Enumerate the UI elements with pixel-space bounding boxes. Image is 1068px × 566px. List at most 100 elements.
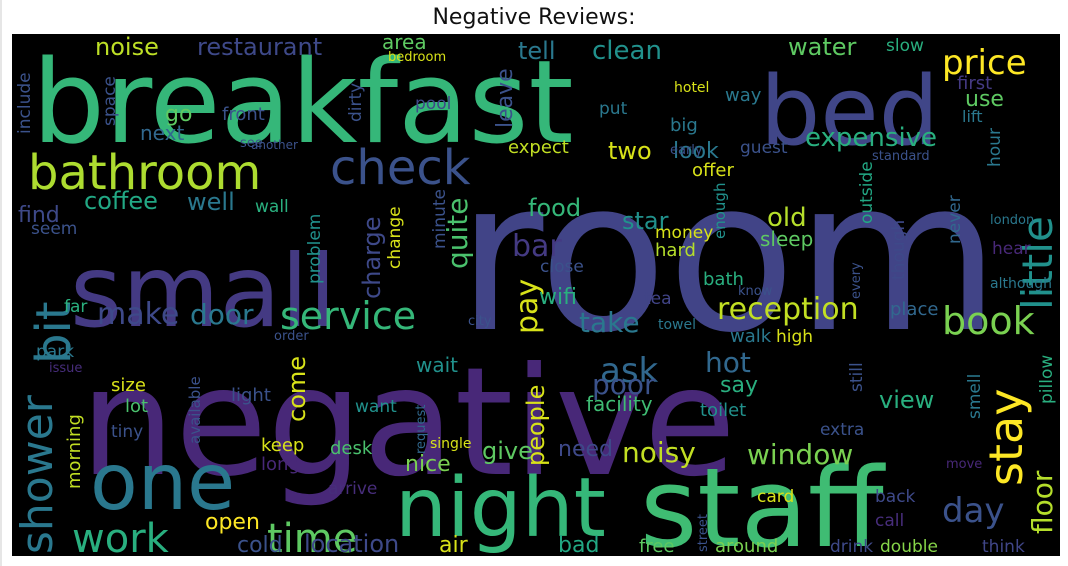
word-place: place — [890, 299, 938, 320]
word-hard: hard — [655, 240, 696, 261]
word-quite: quite — [441, 197, 474, 269]
word-keep: keep — [261, 435, 304, 456]
word-extra: extra — [820, 420, 864, 440]
word-street: street — [696, 514, 711, 552]
word-see: see — [240, 136, 263, 151]
word-size: size — [111, 375, 146, 396]
word-reception: reception — [717, 292, 859, 327]
word-move: move — [946, 457, 982, 472]
word-know: know — [738, 284, 773, 299]
cell-edge — [0, 0, 2, 566]
word-enough: enough — [711, 183, 729, 239]
word-location: location — [304, 530, 399, 556]
word-problem: problem — [305, 214, 325, 284]
word-close: close — [540, 257, 584, 277]
word-think: think — [982, 537, 1025, 556]
word-charge: charge — [358, 216, 386, 299]
word-london: london — [990, 213, 1034, 228]
word-room: room — [457, 134, 1000, 379]
word-use: use — [965, 87, 1004, 112]
word-big: big — [670, 115, 698, 136]
word-sleep: sleep — [760, 227, 813, 251]
word-say: say — [720, 373, 758, 398]
word-check: check — [330, 140, 471, 196]
word-water: water — [788, 34, 857, 61]
word-facility: facility — [586, 392, 653, 416]
word-tell: tell — [518, 37, 556, 65]
word-front: front — [222, 104, 265, 125]
word-pool: pool — [415, 94, 451, 114]
word-hot: hot — [705, 346, 751, 379]
word-free: free — [639, 536, 675, 556]
word-space: space — [100, 76, 120, 126]
word-noise: noise — [95, 34, 159, 61]
word-back: back — [875, 487, 916, 507]
word-little: little — [1013, 216, 1060, 310]
word-book: book — [942, 299, 1035, 343]
word-include: include — [15, 72, 35, 134]
word-poor: poor — [592, 368, 656, 401]
word-seem: seem — [31, 219, 77, 239]
word-bed: bed — [760, 57, 939, 167]
word-towel: towel — [658, 317, 696, 333]
word-issue: issue — [49, 361, 82, 376]
word-drink: drink — [830, 537, 873, 556]
word-call: call — [875, 511, 904, 531]
word-hotel: hotel — [674, 80, 709, 96]
word-city: city — [468, 314, 492, 329]
word-early: early — [670, 143, 703, 158]
word-though: though — [889, 220, 909, 280]
word-first: first — [957, 73, 992, 94]
word-cold: cold — [237, 533, 283, 556]
word-change: change — [385, 206, 405, 269]
word-nice: nice — [405, 452, 451, 477]
word-park: park — [36, 342, 74, 362]
word-although: although — [990, 276, 1052, 292]
word-tea: tea — [644, 289, 672, 309]
word-wifi: wifi — [539, 285, 577, 310]
word-old: old — [767, 203, 807, 233]
word-never: never — [945, 195, 965, 244]
word-time: time — [267, 516, 357, 556]
word-toilet: toilet — [700, 400, 746, 421]
word-take: take — [579, 306, 640, 339]
word-wait: wait — [416, 353, 458, 377]
word-far: far — [64, 297, 87, 317]
word-night: night — [395, 461, 606, 556]
word-long: long — [261, 454, 300, 475]
word-hear: hear — [992, 239, 1031, 259]
word-put: put — [599, 99, 628, 119]
word-clean: clean — [592, 36, 662, 66]
word-card: card — [757, 487, 794, 507]
word-need: need — [558, 437, 613, 462]
word-double: double — [880, 537, 938, 556]
word-guest: guest — [740, 138, 788, 158]
word-pay: pay — [510, 279, 545, 334]
word-two: two — [608, 137, 652, 165]
word-bathroom: bathroom — [28, 145, 261, 201]
word-one: one — [90, 438, 235, 528]
word-next: next — [140, 121, 184, 145]
word-outside: outside — [857, 161, 877, 224]
word-offer: offer — [692, 160, 734, 181]
word-lift: lift — [962, 107, 983, 126]
word-morning: morning — [64, 414, 85, 489]
word-pillow: pillow — [1037, 355, 1057, 404]
word-bar: bar — [512, 229, 562, 264]
word-bath: bath — [703, 269, 744, 290]
word-single: single — [430, 436, 471, 452]
word-wall: wall — [255, 197, 289, 217]
word-order: order — [274, 329, 309, 344]
word-food: food — [528, 194, 581, 222]
word-restaurant: restaurant — [197, 34, 322, 61]
figure-title: Negative Reviews: — [432, 5, 636, 30]
word-hour: hour — [985, 128, 1005, 167]
word-look: look — [673, 139, 719, 164]
word-people: people — [522, 385, 550, 466]
word-find: find — [18, 203, 60, 228]
word-air: air — [439, 533, 469, 556]
word-another: another — [251, 138, 298, 152]
word-service: service — [280, 294, 416, 338]
word-tiny: tiny — [111, 422, 143, 442]
